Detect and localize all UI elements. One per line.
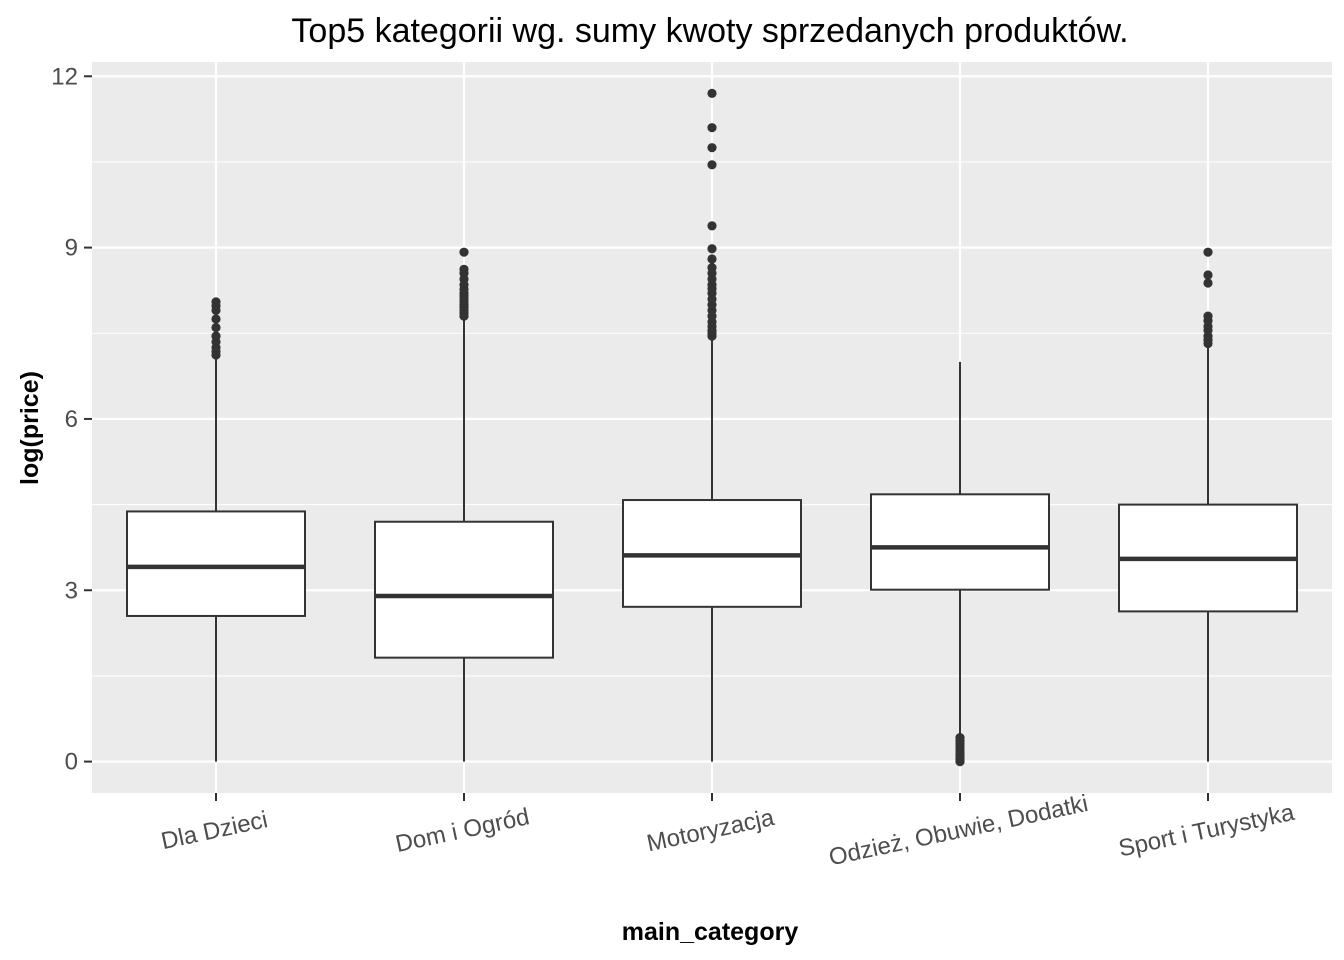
- outlier-point: [1203, 270, 1213, 280]
- boxplot-3: [870, 361, 1050, 767]
- outlier-point: [211, 314, 221, 324]
- outlier-point: [707, 123, 717, 133]
- boxplot-4: [1118, 247, 1298, 762]
- outlier-point: [459, 264, 469, 274]
- outlier-point: [707, 254, 717, 264]
- x-axis-ticks: Dla Dzieci Dom i Ogród Motoryzacja Odzież, …: [159, 790, 1297, 871]
- box-iqr: [126, 510, 306, 617]
- x-tick-label: Dla Dzieci: [159, 806, 270, 855]
- outlier-point: [1203, 247, 1213, 257]
- box-iqr: [374, 520, 554, 659]
- boxplots: [126, 88, 1298, 767]
- outlier-point: [459, 247, 469, 257]
- x-tick-label: Motoryzacja: [644, 804, 777, 857]
- y-tick-label: 9: [65, 235, 78, 262]
- y-axis-ticks: 0 3 6 9 12: [51, 63, 92, 776]
- outlier-point: [707, 88, 717, 99]
- boxplot-2: [622, 88, 802, 762]
- boxplot-1: [374, 247, 554, 762]
- outlier-point: [707, 160, 717, 170]
- outlier-point: [707, 221, 717, 231]
- outlier-point: [211, 331, 221, 341]
- outlier-point: [955, 733, 965, 743]
- y-tick-label: 0: [65, 749, 78, 776]
- boxplot-0: [126, 297, 306, 762]
- x-tick-label: Sport i Turystyka: [1116, 799, 1297, 863]
- outlier-point: [211, 322, 221, 333]
- chart-title: Top5 kategorii wg. sumy kwoty sprzedanyc…: [291, 12, 1128, 50]
- y-axis-title: log(price): [16, 371, 44, 485]
- outlier-point: [1203, 311, 1213, 321]
- y-tick-label: 6: [65, 406, 78, 433]
- box-iqr: [870, 493, 1050, 591]
- x-axis-title: main_category: [622, 918, 799, 946]
- outlier-point: [1203, 278, 1213, 288]
- y-tick-label: 3: [65, 577, 78, 604]
- x-tick-label: Odzież, Obuwie, Dodatki: [826, 790, 1090, 871]
- y-tick-label: 12: [51, 63, 78, 90]
- outlier-point: [707, 143, 717, 153]
- outlier-point: [707, 262, 717, 273]
- outlier-point: [707, 244, 717, 254]
- x-tick-label: Dom i Ogród: [393, 803, 532, 858]
- outlier-point: [211, 297, 221, 307]
